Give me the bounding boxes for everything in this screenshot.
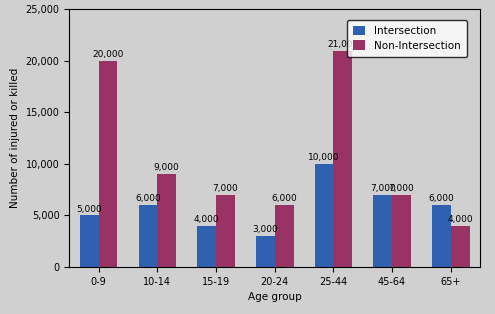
Bar: [256, 236, 275, 267]
Text: 7,000: 7,000: [212, 184, 238, 193]
Legend: Intersection, Non-Intersection: Intersection, Non-Intersection: [346, 20, 467, 57]
Bar: [216, 195, 235, 267]
Text: 3,000: 3,000: [252, 225, 278, 234]
Text: 5,000: 5,000: [76, 204, 102, 214]
Bar: [334, 51, 352, 267]
Text: 6,000: 6,000: [271, 194, 297, 203]
Text: 10,000: 10,000: [308, 153, 340, 162]
Text: 7,000: 7,000: [389, 184, 414, 193]
Bar: [275, 205, 294, 267]
Text: 7,000: 7,000: [370, 184, 396, 193]
Text: 4,000: 4,000: [447, 215, 473, 224]
Bar: [197, 226, 216, 267]
Bar: [373, 195, 392, 267]
Bar: [99, 61, 117, 267]
Bar: [392, 195, 411, 267]
Bar: [157, 174, 176, 267]
Text: 6,000: 6,000: [135, 194, 161, 203]
Text: 9,000: 9,000: [154, 163, 180, 172]
Text: 20,000: 20,000: [93, 50, 124, 59]
Bar: [139, 205, 157, 267]
Text: 4,000: 4,000: [194, 215, 219, 224]
Bar: [451, 226, 470, 267]
Bar: [315, 164, 334, 267]
Text: 21,000: 21,000: [327, 40, 358, 49]
Bar: [432, 205, 451, 267]
X-axis label: Age group: Age group: [248, 292, 301, 302]
Y-axis label: Number of injured or killed: Number of injured or killed: [10, 68, 20, 208]
Bar: [80, 215, 99, 267]
Text: 6,000: 6,000: [429, 194, 454, 203]
